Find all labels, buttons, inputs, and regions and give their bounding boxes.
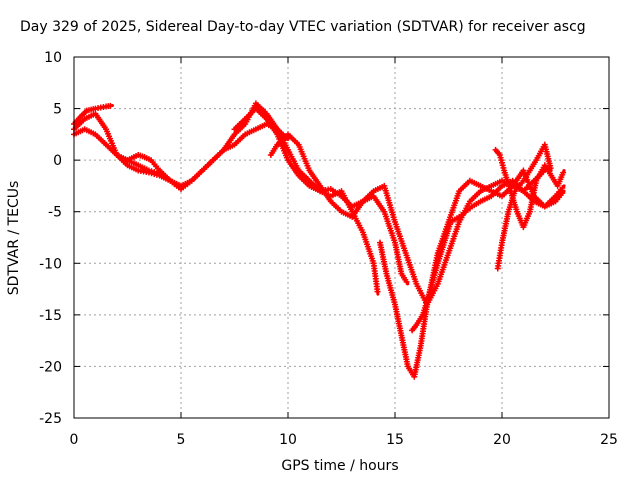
x-tick-label: 20	[493, 432, 511, 448]
data-marks	[71, 100, 567, 380]
y-tick-label: -5	[48, 205, 62, 221]
x-axis-label: GPS time / hours	[281, 458, 398, 474]
data-point	[559, 184, 566, 191]
y-tick-label: 10	[44, 50, 62, 66]
x-tick-label: 15	[386, 432, 404, 448]
x-tick-label: 5	[177, 432, 186, 448]
y-tick-label: -25	[39, 411, 62, 427]
y-axis-label: SDTVAR / TECUs	[6, 181, 22, 296]
data-point	[175, 184, 182, 191]
axis-ticks: 0 5 10 15 20 25 10 5 0 -5 -10 -15 -20 -25	[39, 50, 618, 448]
y-tick-label: -10	[39, 256, 62, 272]
series-track-10	[492, 146, 567, 231]
data-point	[559, 190, 566, 197]
y-tick-label: 5	[53, 102, 62, 118]
x-tick-label: 0	[70, 432, 79, 448]
series-track-1	[71, 100, 381, 296]
x-tick-label: 10	[279, 432, 297, 448]
series-track-4	[124, 151, 183, 191]
y-tick-label: -20	[39, 359, 62, 375]
data-point	[107, 102, 114, 109]
x-tick-label: 25	[600, 432, 618, 448]
series-track-3	[71, 121, 290, 189]
data-point	[547, 165, 554, 172]
data-point	[403, 278, 410, 285]
y-tick-label: 0	[53, 153, 62, 169]
grid	[74, 57, 609, 418]
data-point	[560, 169, 567, 176]
y-tick-label: -15	[39, 308, 62, 324]
data-point	[374, 288, 381, 295]
series-track-9	[494, 141, 554, 272]
chart-title: Day 329 of 2025, Sidereal Day-to-day VTE…	[20, 19, 586, 35]
plot-frame	[73, 56, 610, 419]
